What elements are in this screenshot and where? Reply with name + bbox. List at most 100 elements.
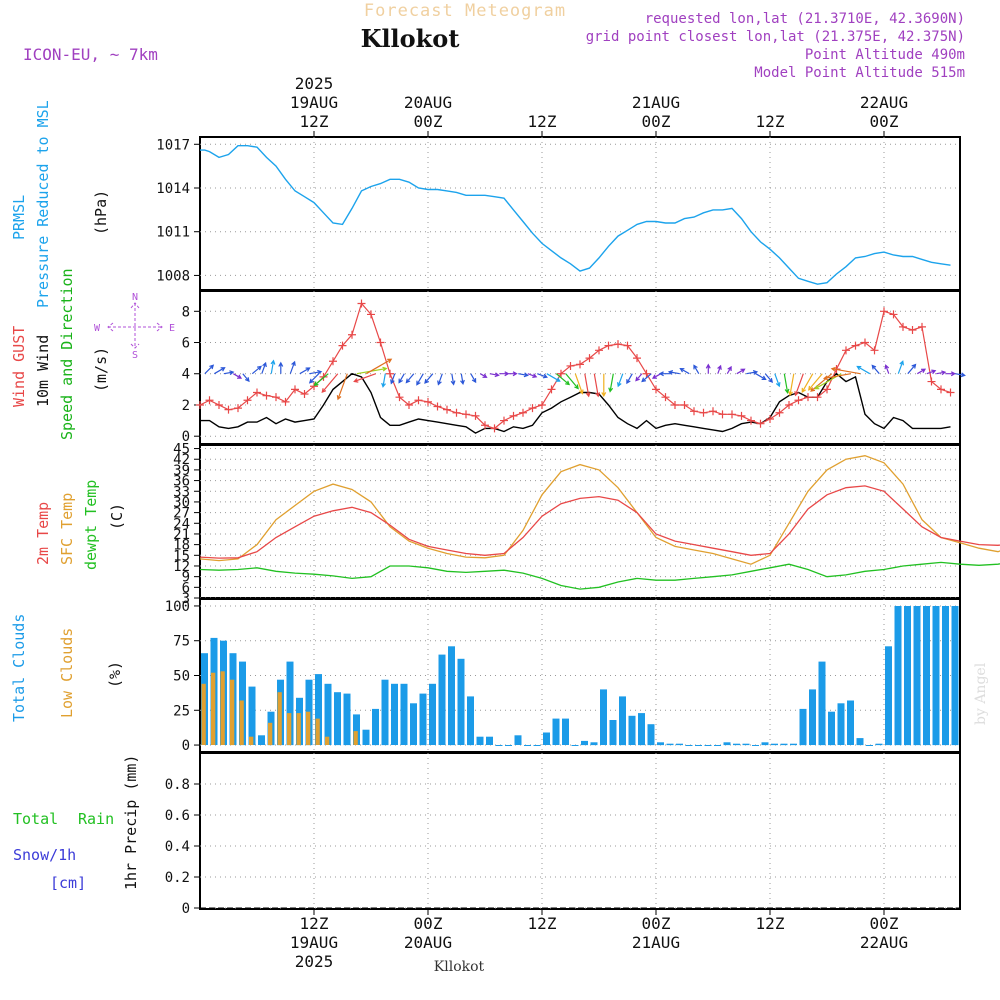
gust-marker [196, 400, 204, 409]
y-tick-label: 3 [182, 591, 190, 607]
low-cloud-bar [325, 736, 330, 745]
gust-marker [680, 400, 689, 409]
total-cloud-bar [571, 745, 579, 746]
total-cloud-bar [742, 743, 750, 746]
wind-arrow [945, 371, 957, 377]
total-cloud-bar [875, 743, 883, 746]
wind-arrow [717, 364, 722, 374]
gust-marker [623, 341, 632, 350]
requested-coords: requested lon,lat (21.3710E, 42.3690N) [645, 11, 965, 27]
wind-arrow [783, 373, 790, 394]
total-cloud-bar [505, 745, 512, 746]
total-cloud-bar [771, 743, 778, 746]
wind-arrow [353, 373, 377, 383]
time-label: 2025 [295, 952, 334, 971]
panel-precip-yticks: 0 0.2 0.4 0.6 0.8 [165, 777, 200, 917]
total-cloud-bar [581, 740, 588, 746]
total-cloud-bar [752, 745, 759, 746]
wind-arrow [251, 365, 262, 375]
total-cloud-bar [647, 724, 655, 746]
compass-n: N [132, 292, 138, 303]
total-cloud-bar [904, 606, 911, 746]
y-tick-label: 0 [182, 738, 190, 754]
total-cloud-bar [590, 742, 598, 746]
gust-marker [870, 346, 879, 355]
time-label: 20AUG [404, 933, 452, 952]
compass-w: W [94, 323, 101, 334]
panel-clouds: 0 25 50 75 100 Total Clouds Low Clouds (%) [10, 598, 961, 754]
wind-arrow [794, 373, 804, 397]
wind-gust-markers [196, 299, 955, 433]
panel-pressure-yticks: 1008 1011 1014 1017 [156, 137, 200, 284]
low-cloud-bar [249, 736, 254, 745]
low-cloud-bar [211, 672, 216, 745]
wind-arrow [726, 365, 732, 374]
total-cloud-bar [457, 658, 465, 745]
panel-precip: 0 0.2 0.4 0.6 0.8 Total Rain Snow/1h [cm] 1h… [13, 752, 961, 917]
wind-arrow [437, 373, 443, 386]
location-title: Kllokot [361, 24, 460, 53]
total-cloud-bar [600, 689, 607, 745]
wind-arrow [593, 373, 601, 398]
wind-arrow [204, 364, 215, 375]
wind-arrow [424, 373, 434, 384]
gust-marker [813, 393, 822, 402]
time-label: 22AUG [860, 93, 908, 112]
wind-arrow [308, 373, 320, 384]
low-cloud-bar [306, 711, 311, 746]
wind-arrow [574, 373, 584, 395]
time-label: 00Z [642, 112, 671, 131]
total-cloud-bar [619, 696, 626, 746]
y-tick-label: 24 [173, 516, 190, 532]
low-cloud-bar [239, 700, 244, 745]
total-cloud-bar [410, 703, 417, 745]
gust-marker [614, 340, 622, 349]
y-tick-label: 6 [182, 580, 190, 596]
panel-pressure: 1008 1011 1014 1017 PRMSL Pressure Reduced … [10, 100, 961, 308]
pressure-label-1: PRMSL [10, 195, 28, 240]
total-cloud-bar [885, 646, 892, 746]
precip-label-snow: Snow/1h [13, 846, 76, 864]
wind-arrow [774, 373, 781, 388]
y-tick-label: 4 [182, 367, 190, 383]
total-cloud-bar [400, 683, 408, 745]
y-tick-label: 18 [173, 538, 190, 554]
low-cloud-bar [315, 718, 320, 745]
total-cloud-bar [723, 742, 731, 746]
time-label: 00Z [642, 914, 671, 933]
y-tick-label: 1008 [156, 268, 190, 284]
wind-arrow [270, 359, 276, 374]
total-cloud-bar [533, 745, 541, 746]
wind-arrow [489, 372, 500, 378]
total-cloud-bar [866, 745, 873, 746]
total-cloud-bar [286, 661, 294, 746]
wind-arrow [955, 372, 966, 378]
total-cloud-bar [818, 661, 826, 746]
total-cloud-bar [334, 692, 341, 746]
wind-arrow [537, 373, 548, 379]
wind-arrow [667, 370, 680, 375]
wind-speed-line [200, 372, 951, 434]
gust-marker [889, 310, 898, 319]
gust-marker [766, 415, 774, 424]
gust-marker [357, 299, 366, 308]
y-tick-label: 15 [173, 548, 190, 564]
gust-marker [310, 382, 318, 391]
model-name: ICON-EU, ~ 7km [23, 45, 158, 64]
gust-marker [376, 338, 385, 347]
total-cloud-bar [942, 606, 949, 746]
total-cloud-bar [495, 745, 503, 746]
wind-arrow [213, 367, 226, 375]
wind-arrow [926, 369, 937, 375]
gust-marker [215, 400, 223, 409]
gust-marker [414, 396, 423, 405]
wind-label-1: Wind GUST [10, 326, 28, 407]
panel-temp-grid [200, 445, 960, 599]
total-cloud-bar [894, 606, 902, 746]
wind-arrow [390, 373, 396, 385]
wind-arrow [584, 373, 591, 398]
gust-marker [633, 354, 641, 363]
